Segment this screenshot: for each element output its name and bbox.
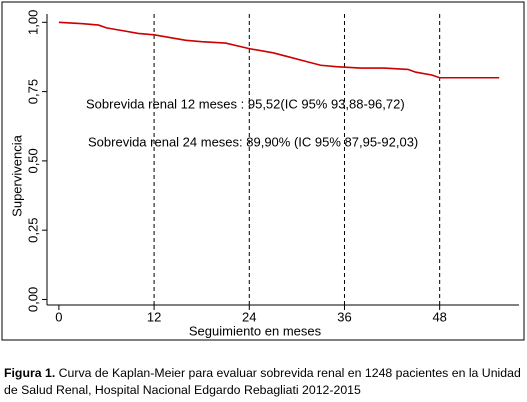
x-tick-label: 48 <box>432 309 446 324</box>
caption-label: Figura 1. <box>4 366 56 380</box>
y-axis-label: Supervivencia <box>9 134 24 216</box>
survival-line <box>58 21 500 79</box>
frame <box>1 1 525 341</box>
annotation: Sobrevida renal 24 meses: 89,90% (IC 95%… <box>88 134 418 149</box>
y-tick-label: 0,25 <box>25 218 40 243</box>
caption-text: Curva de Kaplan-Meier para evaluar sobre… <box>4 366 521 397</box>
y-tick-label: 1,00 <box>25 10 40 35</box>
y-tick-label: 0,75 <box>25 79 40 104</box>
chart: Seguimiento en meses Supervivencia 0,00 0… <box>1 1 525 341</box>
x-tick-label: 12 <box>147 309 161 324</box>
y-tick-label: 0,50 <box>25 148 40 173</box>
caption: Figura 1. Curva de Kaplan-Meier para eva… <box>4 365 524 399</box>
x-tick-label: 36 <box>337 309 351 324</box>
x-axis-label: Seguimiento en meses <box>189 323 322 338</box>
x-tick-label: 24 <box>242 309 256 324</box>
x-tick-label: 0 <box>55 309 62 324</box>
annotation: Sobrevida renal 12 meses : 95,52(IC 95% … <box>86 96 405 111</box>
y-tick-label: 0,00 <box>25 287 40 312</box>
